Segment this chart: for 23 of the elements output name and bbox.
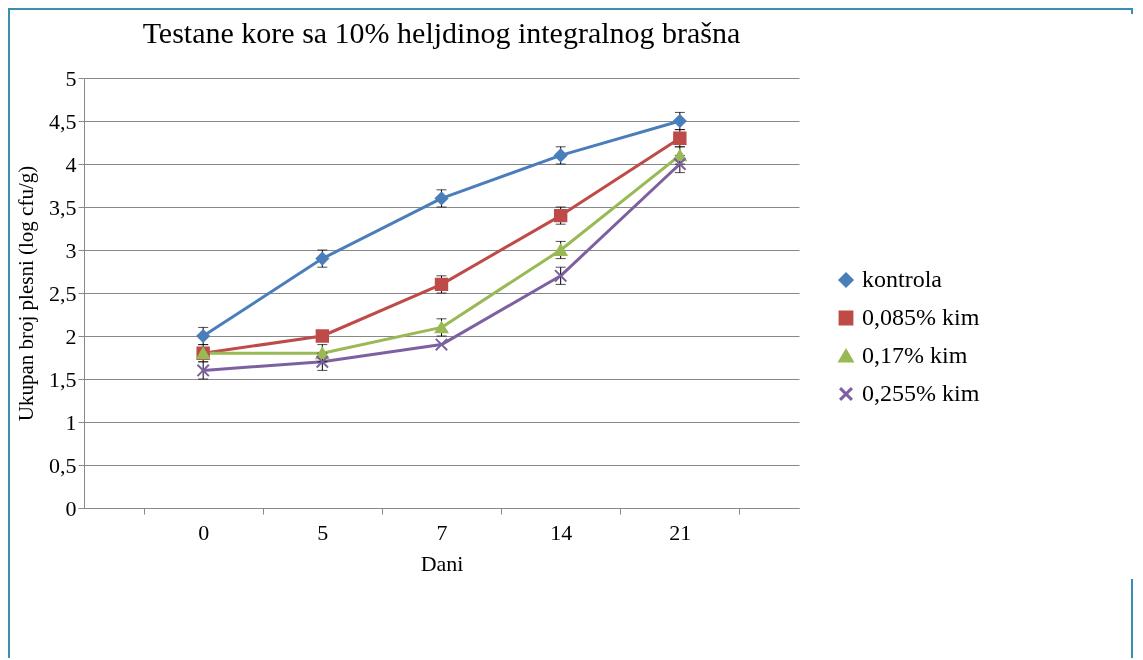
y-axis-title: Ukupan broj plesni (log cfu/g) (14, 165, 38, 422)
y-tick-label: 3 (65, 237, 77, 263)
x-axis-title: Dani (420, 550, 464, 576)
legend-label: kontrola (862, 266, 943, 292)
x-tick-label: 21 (669, 519, 692, 545)
legend-label: 0,085% kim (862, 304, 980, 330)
legend-label: 0,255% kim (862, 380, 980, 406)
y-tick-label: 3,5 (49, 194, 77, 220)
x-tick-label: 0 (198, 519, 210, 545)
y-tick-label: 2,5 (49, 280, 77, 306)
x-tick-label: 7 (436, 519, 448, 545)
y-tick-label: 1,5 (49, 366, 77, 392)
y-tick-label: 0 (65, 495, 77, 521)
x-tick-label: 14 (550, 519, 573, 545)
y-tick-label: 1 (65, 409, 77, 435)
y-tick-label: 4 (65, 151, 77, 177)
y-tick-label: 2 (65, 323, 77, 349)
y-tick-label: 4,5 (49, 108, 77, 134)
y-tick-label: 5 (65, 65, 77, 91)
legend-label: 0,17% kim (862, 342, 968, 368)
chart-title: Testane kore sa 10% heljdinog integralnog brašna (142, 16, 741, 49)
y-tick-label: 0,5 (49, 452, 77, 478)
x-tick-label: 5 (317, 519, 329, 545)
